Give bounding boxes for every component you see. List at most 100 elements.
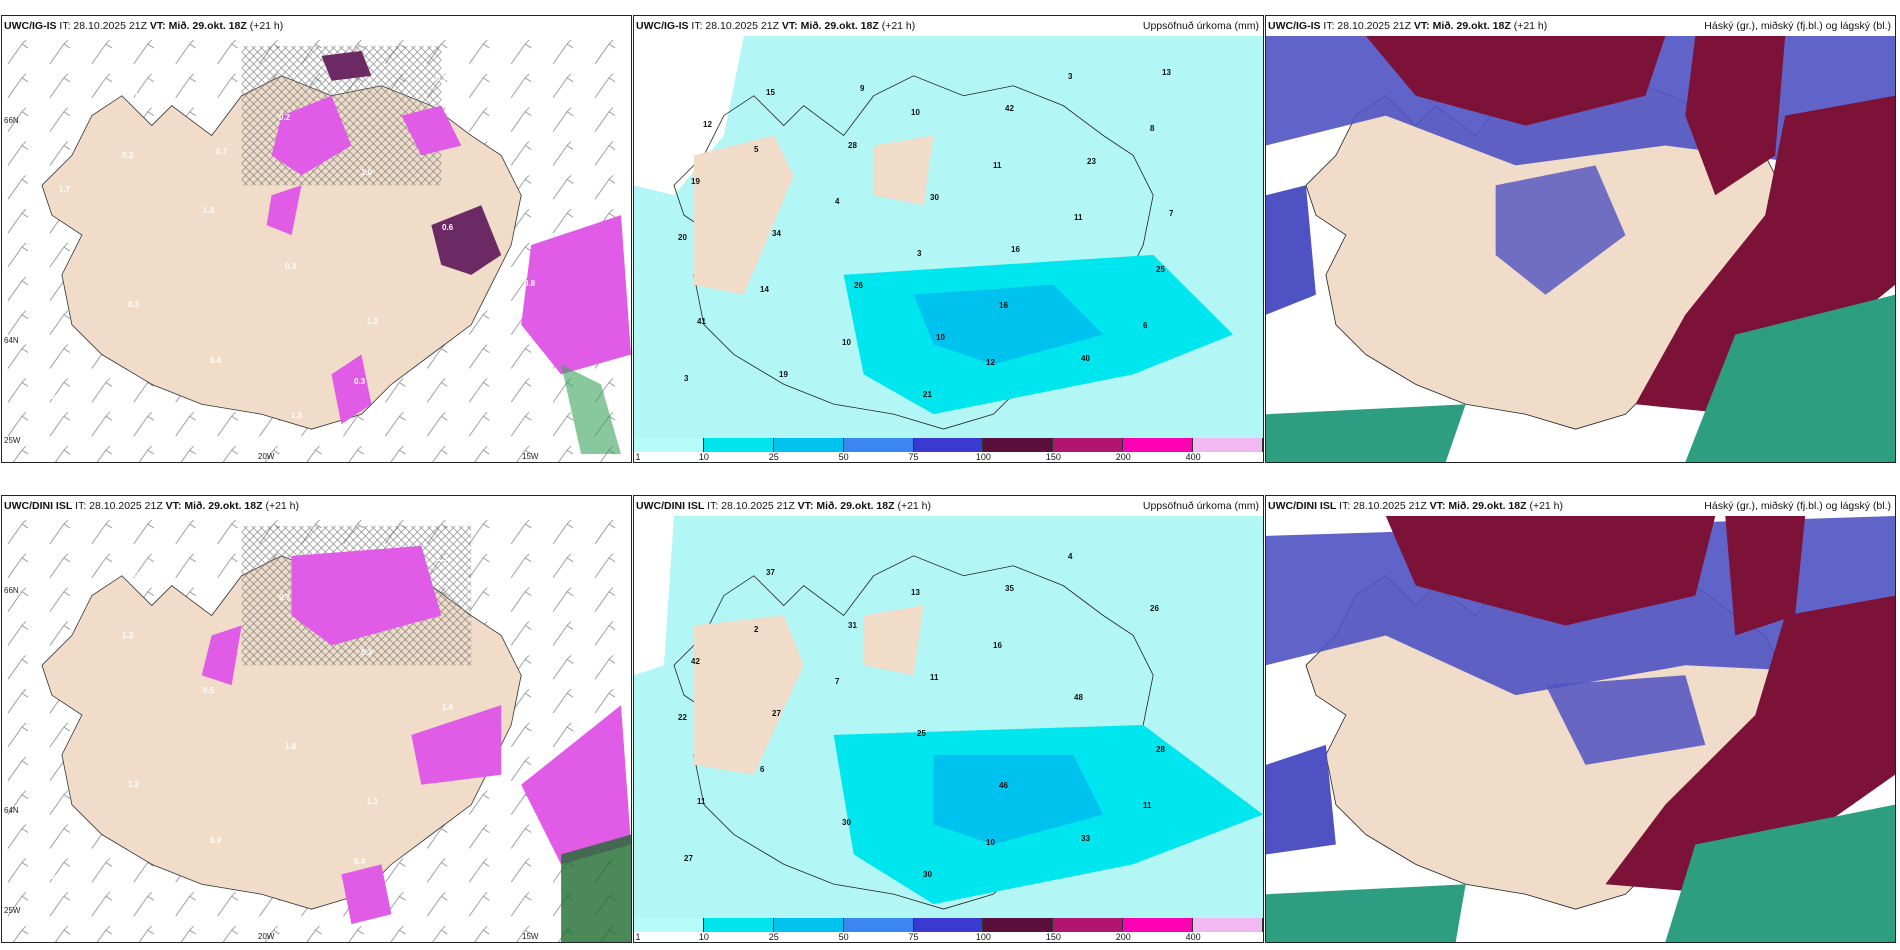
map-value-label: 33 (1081, 834, 1090, 843)
map-value-label: 14 (760, 285, 769, 294)
map-value-label: 4 (835, 197, 840, 206)
valid-time: VT: Mið. 29.okt. 18Z (149, 20, 247, 32)
colorbar-tick-label: 400 (1185, 932, 1201, 942)
panel-header: UWC/IG-IS IT: 28.10.2025 21Z VT: Mið. 29… (1266, 16, 1895, 36)
lead-time: (+21 h) (1513, 20, 1548, 32)
map-value-label: 0.7 (216, 147, 228, 156)
map-value-label: 0.5 (52, 394, 64, 403)
accum-map: 5 12 20 10 6 4 3 14 11 3 3 8 10 11 15 16 19 21 25 28 40 34 42 4… (634, 36, 1263, 438)
valid-time: VT: Mið. 29.okt. 18Z (1429, 500, 1527, 512)
map-value-label: 19 (779, 370, 788, 379)
colorbar-tick-label: 75 (908, 452, 919, 462)
accum-map: 2 10 22 13 11 7 4 6 16 27 25 26 30 48 37 46 42 30 28 31 33 27… (634, 516, 1263, 918)
map-value-label: 9 (860, 84, 865, 93)
map-value-label: 2 (754, 625, 759, 634)
colorbar-segment (703, 438, 774, 452)
colorbar-segment (1193, 918, 1263, 932)
map-value-label: 5 (754, 145, 759, 154)
map-value-label: 20 (678, 233, 687, 242)
map-value-label: 6 (1143, 321, 1148, 330)
map-value-label: 1.2 (367, 317, 379, 326)
map-value-label: 11 (930, 673, 939, 682)
colorbar-segment (773, 918, 844, 932)
panel-accum-r2: UWC/DINI ISL IT: 28.10.2025 21Z VT: Mið.… (633, 495, 1264, 943)
map-value-label: 0.5 (52, 874, 64, 883)
map-value-label: 30 (923, 870, 932, 879)
iceland-land (673, 75, 1154, 430)
lead-time: (+21 h) (249, 20, 284, 32)
map-value-label: 42 (1005, 104, 1014, 113)
map-value-label: 0.3 (46, 245, 58, 254)
init-time: IT: 28.10.2025 21Z (75, 500, 163, 512)
lon-label-20w: 20W (258, 932, 275, 941)
map-value-label: 1.5 (436, 554, 448, 563)
panel-subtitle: Háský (gr.), miðský (fj.bl.) og lágský (… (1704, 20, 1891, 32)
colorbar-segment (1123, 918, 1194, 932)
map-value-label: 0.4 (210, 356, 222, 365)
map-value-label: 0.8 (134, 571, 146, 580)
map-value-label: 0.3 (128, 300, 140, 309)
colorbar-segment (773, 438, 844, 452)
map-value-label: 16 (993, 641, 1002, 650)
lead-time: (+21 h) (265, 500, 300, 512)
panel-subtitle: Háský (gr.), miðský (fj.bl.) og lágský (… (1704, 500, 1891, 512)
panel-subtitle: Uppsöfnuð úrkoma (mm) (1142, 500, 1259, 512)
map-value-label: 7 (1169, 209, 1174, 218)
colorbar-segment (634, 918, 704, 932)
map-value-label: 0.4 (354, 857, 366, 866)
map-value-label: 16 (1011, 245, 1020, 254)
valid-time: VT: Mið. 29.okt. 18Z (1413, 20, 1511, 32)
map-value-label: 16 (999, 301, 1008, 310)
map-value-label: 0.2 (279, 113, 291, 122)
panel-accum-r1: UWC/IG-IS IT: 28.10.2025 21Z VT: Mið. 29… (633, 15, 1264, 463)
colorbar-segment (1053, 438, 1124, 452)
colorbar-segment (1053, 918, 1124, 932)
map-value-label: 21 (923, 390, 932, 399)
map-value-label: 1.3 (291, 411, 303, 420)
model-name: UWC/IG-IS (636, 20, 689, 32)
map-value-label: 1.2 (128, 780, 140, 789)
init-time: IT: 28.10.2025 21Z (1339, 500, 1427, 512)
map-value-label: 46 (999, 781, 1008, 790)
map-value-label: 3 (1068, 72, 1073, 81)
map-value-label: 0.7 (436, 74, 448, 83)
map-value-label: 37 (766, 568, 775, 577)
map-value-label: 11 (697, 797, 706, 806)
valid-time: VT: Mið. 29.okt. 18Z (781, 20, 879, 32)
map-value-label: 11 (1074, 213, 1083, 222)
map-value-label: 28 (1156, 745, 1165, 754)
colorbar-tick-label: 100 (975, 452, 991, 462)
map-value-label: 23 (1087, 157, 1096, 166)
init-time: IT: 28.10.2025 21Z (707, 500, 795, 512)
panel-header: UWC/IG-IS IT: 28.10.2025 21Z VT: Mið. 29… (2, 16, 631, 36)
panel-subtitle: Uppsöfnuð úrkoma (mm) (1142, 20, 1259, 32)
valid-time: VT: Mið. 29.okt. 18Z (797, 500, 895, 512)
panel-cloud-r1: UWC/IG-IS IT: 28.10.2025 21Z VT: Mið. 29… (1265, 15, 1896, 463)
colorbar-segment (843, 918, 914, 932)
map-value-label: 3 (917, 249, 922, 258)
colorbar-segment (703, 918, 774, 932)
map-value-label: 13 (911, 588, 920, 597)
lat-label-25w: 25W (4, 906, 21, 915)
colorbar-tick-label: 200 (1115, 452, 1131, 462)
map-value-label: 0.5 (511, 338, 523, 347)
map-value-label: 40 (1081, 354, 1090, 363)
map-value-label: 6 (760, 765, 765, 774)
map-value-label: 0.9 (210, 836, 222, 845)
map-value-label: 35 (1005, 584, 1014, 593)
lat-label-66: 66N (4, 116, 19, 125)
map-value-label: 0.3 (46, 725, 58, 734)
map-value-label: 31 (848, 621, 857, 630)
map-value-label: 10 (936, 333, 945, 342)
colorbar-segment (913, 918, 984, 932)
lat-label-64: 64N (4, 336, 19, 345)
map-value-label: 7 (835, 677, 840, 686)
map-value-label: 0.5 (203, 686, 215, 695)
map-value-label: 1.3 (203, 206, 215, 215)
model-name: UWC/IG-IS (4, 20, 57, 32)
map-value-label: 0.7 (279, 593, 291, 602)
model-name: UWC/DINI ISL (4, 500, 73, 512)
map-value-label: 25 (917, 729, 926, 738)
lon-label-15w: 15W (522, 452, 539, 461)
map-value-label: 0.3 (285, 262, 297, 271)
